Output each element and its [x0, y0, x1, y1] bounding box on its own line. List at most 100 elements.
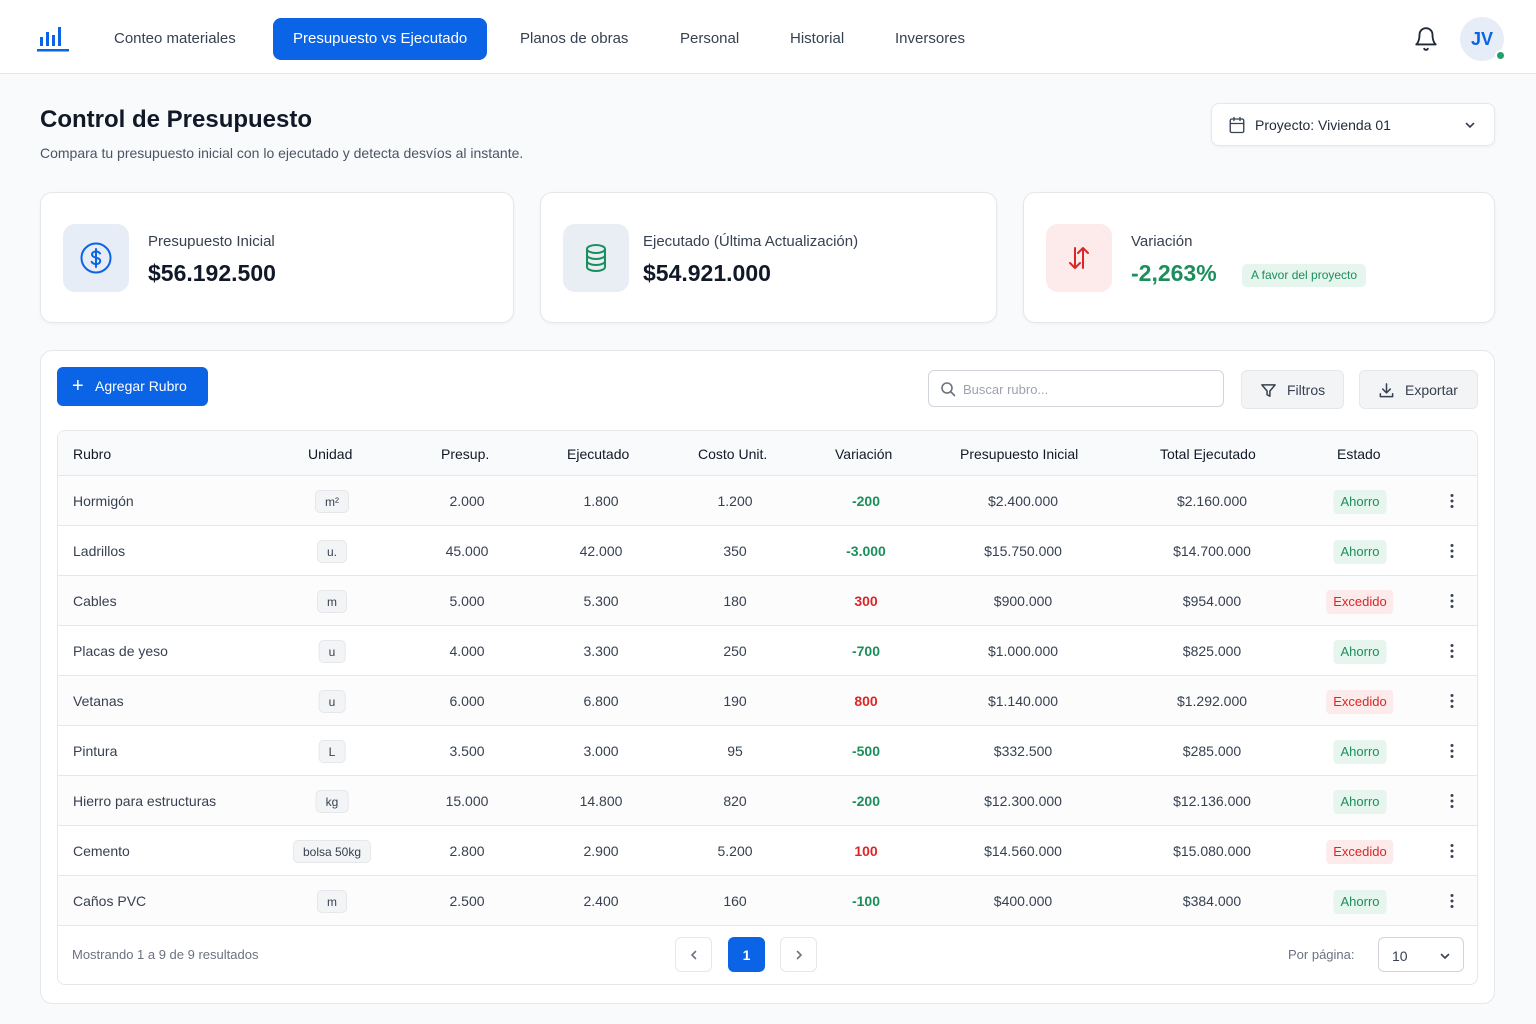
search-input[interactable] [963, 378, 1213, 400]
export-button[interactable]: Exportar [1359, 370, 1478, 409]
avatar[interactable]: JV [1460, 17, 1506, 61]
cell-costo-unit: 180 [723, 593, 747, 609]
table-row[interactable]: Ladrillos u. 45.000 42.000 350 -3.000 $15.750.… [58, 526, 1477, 576]
cell-total-ejecutado: $384.000 [1182, 893, 1242, 909]
nav-conteo-materiales[interactable]: Conteo materiales [114, 30, 236, 47]
cell-presupuesto-inicial: $14.560.000 [984, 843, 1062, 859]
next-page-button[interactable] [780, 937, 817, 972]
th-estado[interactable]: Estado [1337, 446, 1381, 462]
database-icon [586, 244, 606, 273]
bar-chart-icon[interactable] [36, 24, 70, 52]
per-page-select[interactable]: 10 [1378, 937, 1464, 972]
more-vertical-icon[interactable] [1443, 642, 1461, 660]
unit-badge: bolsa 50kg [292, 840, 372, 863]
more-vertical-icon[interactable] [1443, 792, 1461, 810]
nav-inversores[interactable]: Inversores [895, 30, 966, 47]
cell-total-ejecutado: $1.292.000 [1176, 693, 1248, 709]
cell-presupuesto-inicial: $332.500 [993, 743, 1053, 759]
cell-presupuesto-inicial: $2.400.000 [987, 493, 1059, 509]
cell-variacion: -500 [851, 743, 881, 759]
page-1-button[interactable]: 1 [728, 937, 765, 972]
favor-badge: A favor del proyecto [1242, 264, 1367, 287]
table-row[interactable]: Caños PVC m 2.500 2.400 160 -100 $400.000 $384.… [58, 876, 1477, 926]
cell-presup: 4.000 [449, 643, 485, 659]
th-costo-unit[interactable]: Costo Unit. [698, 446, 768, 462]
table-row[interactable]: Placas de yeso u 4.000 3.300 250 -700 $1.000.0… [58, 626, 1477, 676]
cell-rubro: Hierro para estructuras [73, 793, 217, 809]
th-presup[interactable]: Presup. [441, 446, 490, 462]
cell-costo-unit: 1.200 [717, 493, 753, 509]
unit-badge: u. [316, 540, 348, 563]
chevron-down-icon [1440, 953, 1450, 960]
th-unidad[interactable]: Unidad [308, 446, 353, 462]
th-variacion[interactable]: Variación [835, 446, 893, 462]
status-badge: Ahorro [1333, 490, 1387, 514]
prev-page-button[interactable] [675, 937, 712, 972]
nav-planos-de-obras[interactable]: Planos de obras [520, 30, 629, 47]
unit-badge: m [317, 590, 347, 613]
cell-ejecutado: 3.000 [583, 743, 619, 759]
card-label: Ejecutado (Última Actualización) [643, 233, 859, 250]
cell-ejecutado: 1.800 [583, 493, 619, 509]
per-page-label: Por página: [1288, 947, 1355, 962]
card-value: $56.192.500 [148, 260, 276, 286]
table-row[interactable]: Cemento bolsa 50kg 2.800 2.900 5.200 100 $14.5… [58, 826, 1477, 876]
cell-ejecutado: 42.000 [579, 543, 623, 559]
search-box[interactable] [928, 370, 1224, 407]
unit-badge: u [318, 640, 346, 663]
table-row[interactable]: Cables m 5.000 5.300 180 300 $900.000 $954.000 E… [58, 576, 1477, 626]
nav-personal[interactable]: Personal [680, 30, 740, 47]
cell-costo-unit: 160 [723, 893, 747, 909]
status-badge: Ahorro [1333, 740, 1387, 764]
more-vertical-icon[interactable] [1443, 542, 1461, 560]
card-icon-box [63, 224, 129, 292]
filters-button[interactable]: Filtros [1241, 370, 1344, 409]
nav-historial[interactable]: Historial [790, 30, 845, 47]
cell-costo-unit: 5.200 [717, 843, 753, 859]
calendar-icon [1229, 116, 1245, 134]
cell-presup: 5.000 [449, 593, 485, 609]
th-presupuesto-inicial[interactable]: Presupuesto Inicial [960, 446, 1079, 462]
project-selector[interactable]: Proyecto: Vivienda 01 [1211, 103, 1495, 146]
th-total-ejecutado[interactable]: Total Ejecutado [1160, 446, 1256, 462]
table-row[interactable]: Vetanas u 6.000 6.800 190 800 $1.140.000 $1.292… [58, 676, 1477, 726]
cell-costo-unit: 820 [723, 793, 747, 809]
add-rubro-button[interactable]: + Agregar Rubro [57, 367, 208, 406]
search-icon [941, 382, 956, 397]
online-status-dot [1495, 50, 1506, 61]
cell-variacion: -3.000 [846, 543, 886, 559]
cell-presupuesto-inicial: $15.750.000 [984, 543, 1062, 559]
cell-total-ejecutado: $954.000 [1182, 593, 1242, 609]
more-vertical-icon[interactable] [1443, 742, 1461, 760]
table-row[interactable]: Hierro para estructuras kg 15.000 14.800 820… [58, 776, 1477, 826]
cell-rubro: Cables [73, 593, 117, 609]
cell-presupuesto-inicial: $1.140.000 [987, 693, 1059, 709]
cell-ejecutado: 14.800 [579, 793, 623, 809]
cell-presup: 6.000 [449, 693, 485, 709]
status-badge: Excedido [1326, 690, 1394, 714]
more-vertical-icon[interactable] [1443, 492, 1461, 510]
table-row[interactable]: Hormigón m² 2.000 1.800 1.200 -200 $2.400.000 $… [58, 476, 1477, 526]
page-subtitle: Compara tu presupuesto inicial con lo ej… [40, 145, 524, 161]
more-vertical-icon[interactable] [1443, 692, 1461, 710]
bell-icon[interactable] [1413, 26, 1439, 52]
filters-label: Filtros [1287, 382, 1326, 398]
table-row[interactable]: Pintura L 3.500 3.000 95 -500 $332.500 $285.000… [58, 726, 1477, 776]
nav-presupuesto-vs-ejecutado[interactable]: Presupuesto vs Ejecutado [273, 18, 488, 60]
more-vertical-icon[interactable] [1443, 892, 1461, 910]
more-vertical-icon[interactable] [1443, 842, 1461, 860]
th-rubro[interactable]: Rubro [73, 446, 112, 462]
cell-presupuesto-inicial: $1.000.000 [987, 643, 1059, 659]
cell-costo-unit: 95 [727, 743, 743, 759]
cell-total-ejecutado: $12.136.000 [1173, 793, 1251, 809]
chevron-down-icon [1465, 122, 1475, 129]
card-label: Variación [1131, 233, 1193, 250]
more-vertical-icon[interactable] [1443, 592, 1461, 610]
cell-presup: 2.800 [449, 843, 485, 859]
th-ejecutado[interactable]: Ejecutado [567, 446, 630, 462]
filter-icon [1261, 384, 1276, 397]
dollar-icon [80, 242, 112, 274]
cell-total-ejecutado: $14.700.000 [1173, 543, 1251, 559]
chevron-left-icon [690, 950, 696, 960]
cell-presup: 2.500 [449, 893, 485, 909]
